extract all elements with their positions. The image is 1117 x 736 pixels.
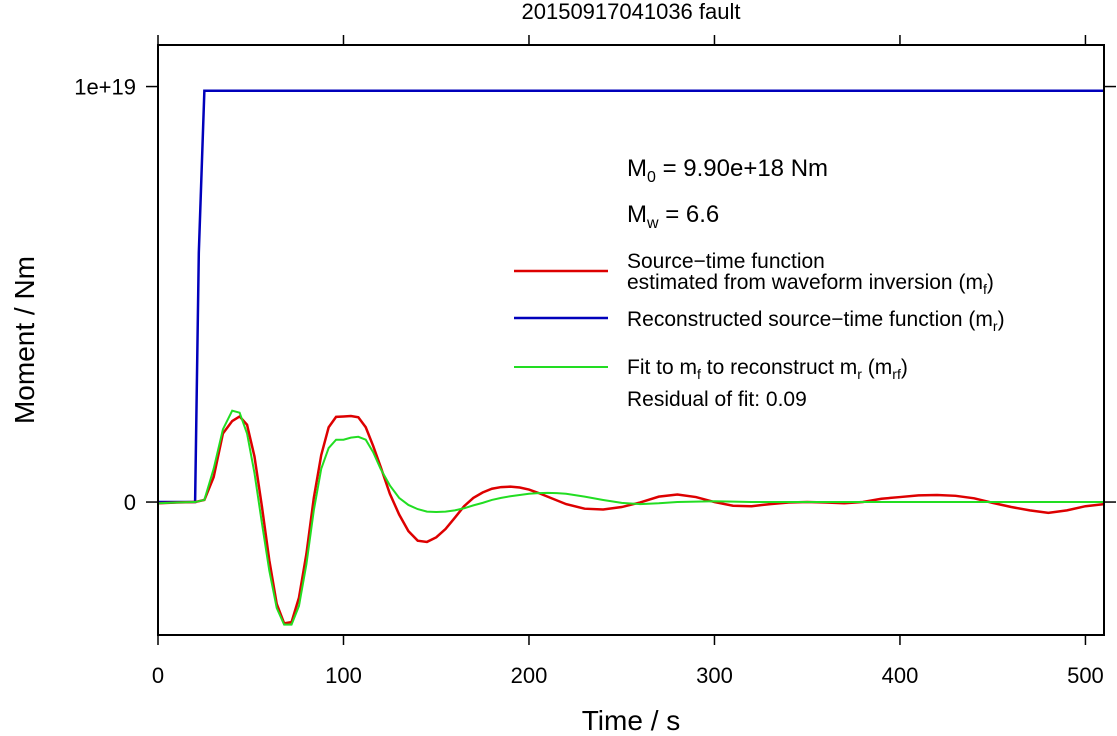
x-tick-label-0: 0: [152, 663, 164, 688]
plot-frame: [157, 44, 1105, 636]
x-tick-label-5: 500: [1067, 663, 1104, 688]
x-tick-label-1: 100: [325, 663, 362, 688]
y-axis-label: Moment / Nm: [9, 256, 40, 424]
series-line-mr: [159, 89, 1103, 504]
series-line-mrf: [159, 409, 1103, 626]
legend: Source−time function estimated from wave…: [514, 250, 1005, 411]
series-line-mf: [159, 414, 1103, 625]
y-tick-label-1: 1e+19: [74, 75, 136, 100]
chart-title: 20150917041036 fault: [522, 0, 741, 24]
y-tick-label-0: 0: [124, 490, 136, 515]
legend-label-mf-line1: Source−time function: [627, 250, 825, 273]
x-tick-label-3: 300: [696, 663, 733, 688]
x-axis-label: Time / s: [582, 705, 681, 736]
x-tick-label-4: 400: [882, 663, 919, 688]
annotation-m0: M0 = 9.90e+18 Nm: [627, 155, 828, 186]
y-axis-ticks: 0 1e+19: [74, 75, 1116, 515]
x-tick-label-2: 200: [511, 663, 548, 688]
legend-label-mf-line2: estimated from waveform inversion (mf): [627, 271, 994, 297]
annotation-mw: Mw = 6.6: [627, 201, 719, 232]
legend-label-mrf: Fit to mf to reconstruct mr (mrf): [627, 356, 908, 382]
x-axis-ticks: 0 100 200 300 400 500: [152, 35, 1104, 688]
legend-label-mr: Reconstructed source−time function (mr): [627, 308, 1005, 334]
annotation-residual: Residual of fit: 0.09: [627, 388, 807, 411]
